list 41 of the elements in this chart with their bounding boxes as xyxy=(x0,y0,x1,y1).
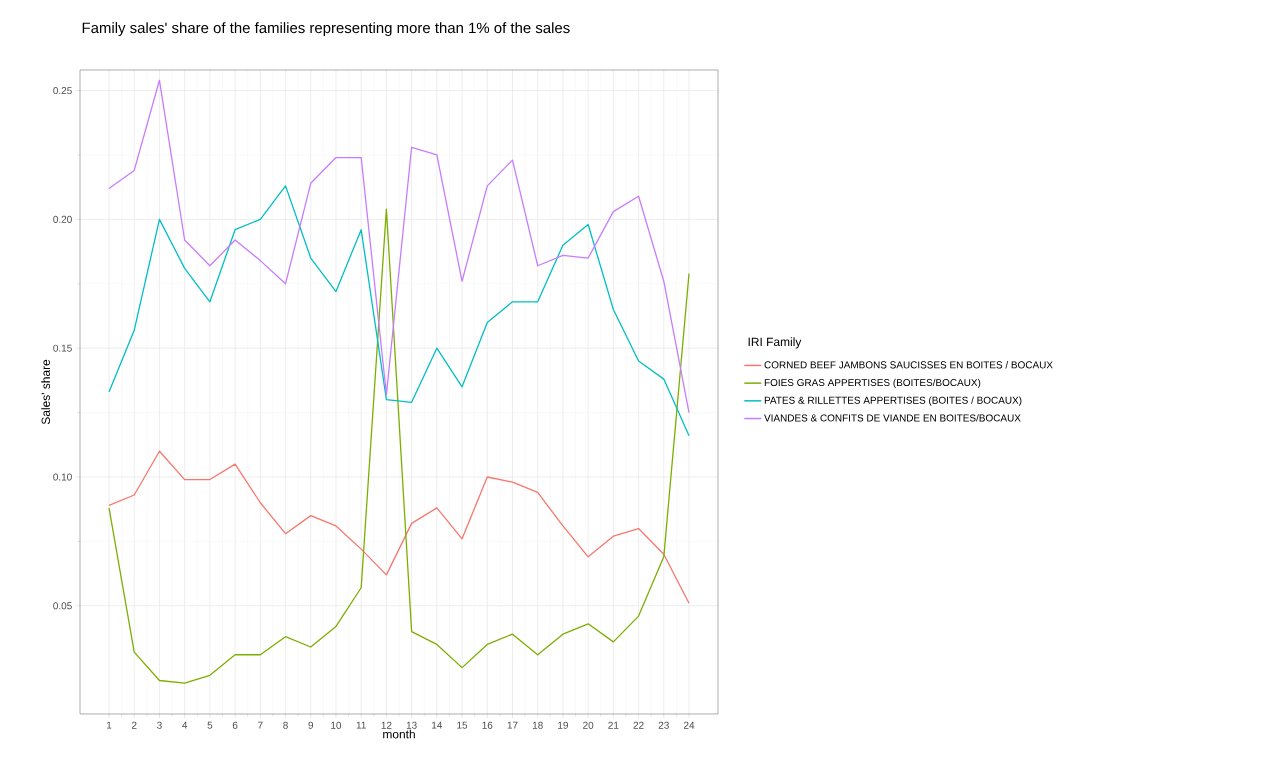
legend-title: IRI Family xyxy=(748,337,802,349)
legend-label: CORNED BEEF JAMBONS SAUCISSES EN BOITES / BOCAUX xyxy=(764,361,1053,369)
x-tick-label: 1 xyxy=(107,721,112,729)
line-series xyxy=(108,79,690,414)
x-tick-label: 20 xyxy=(583,721,594,729)
x-tick-label: 23 xyxy=(658,721,669,729)
x-tick-label: 22 xyxy=(633,721,644,729)
x-tick-label: 17 xyxy=(507,721,518,729)
x-tick-label: 12 xyxy=(381,721,392,729)
line-series xyxy=(108,185,690,437)
y-tick-label: 0.05 xyxy=(53,602,72,610)
y-axis-title: Sales' share xyxy=(41,359,50,425)
x-tick-label: 14 xyxy=(432,721,443,729)
x-tick-label: 5 xyxy=(207,721,213,729)
x-tick-label: 24 xyxy=(683,721,695,729)
chart-title: Family sales' share of the families representing more than 1% of the sales xyxy=(82,22,570,37)
x-tick-label: 11 xyxy=(356,721,366,729)
line-series xyxy=(108,208,690,684)
x-tick-label: 2 xyxy=(131,721,137,729)
x-tick-label: 8 xyxy=(283,721,288,729)
legend-label: VIANDES & CONFITS DE VIANDE EN BOITES/BOCAUX xyxy=(764,414,1021,422)
x-tick-label: 21 xyxy=(608,721,619,729)
x-tick-label: 4 xyxy=(182,721,188,729)
x-tick-label: 9 xyxy=(308,721,314,729)
x-tick-label: 3 xyxy=(157,721,162,729)
legend-label: FOIES GRAS APPERTISES (BOITES/BOCAUX) xyxy=(764,378,981,389)
x-tick-label: 10 xyxy=(331,721,342,729)
y-tick-label: 0.10 xyxy=(53,473,72,481)
x-tick-label: 6 xyxy=(232,721,238,729)
y-tick-label: 0.15 xyxy=(53,344,72,352)
x-tick-label: 18 xyxy=(532,721,543,729)
x-tick-label: 13 xyxy=(406,721,417,729)
line-series xyxy=(108,450,690,604)
x-axis-title: month xyxy=(383,729,415,739)
x-tick-label: 15 xyxy=(457,721,468,729)
x-tick-label: 19 xyxy=(558,721,568,729)
legend-label: PATES & RILLETTES APPERTISES (BOITES / BOCAUX) xyxy=(764,396,1022,406)
x-tick-label: 7 xyxy=(258,721,263,729)
y-tick-label: 0.20 xyxy=(53,215,72,223)
x-tick-label: 16 xyxy=(482,721,493,729)
y-tick-label: 0.25 xyxy=(53,87,72,95)
